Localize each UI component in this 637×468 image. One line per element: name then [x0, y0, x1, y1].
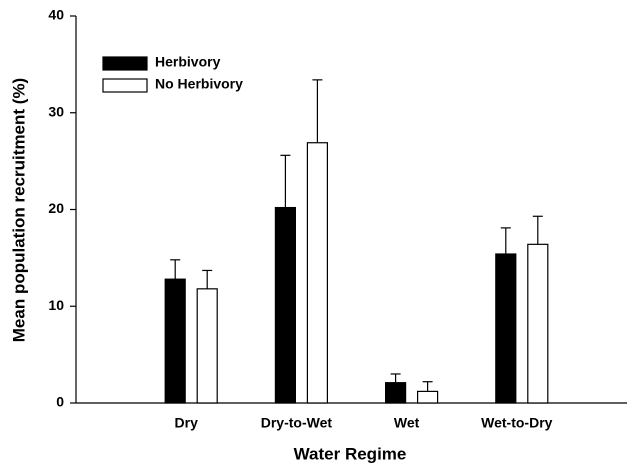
legend-label: Herbivory — [155, 54, 221, 70]
bar — [274, 206, 296, 404]
x-tick-label: Wet-to-Dry — [481, 415, 553, 431]
legend-swatch — [102, 56, 148, 71]
bar — [385, 382, 407, 404]
bar — [495, 253, 517, 404]
legend-label: No Herbivory — [155, 76, 243, 92]
bar — [164, 278, 186, 404]
bar — [196, 288, 218, 404]
y-tick-label: 10 — [48, 297, 64, 313]
y-tick-label: 0 — [56, 394, 64, 410]
bar — [417, 390, 439, 404]
y-axis-title: Mean population recruitment (%) — [9, 78, 28, 342]
bar — [306, 142, 328, 404]
bar — [527, 243, 549, 404]
x-tick-label: Wet — [394, 415, 420, 431]
y-tick-label: 40 — [48, 7, 64, 23]
legend-swatch — [102, 78, 148, 93]
y-tick-label: 30 — [48, 103, 64, 119]
x-tick-label: Dry — [175, 415, 199, 431]
x-tick-label: Dry-to-Wet — [261, 415, 333, 431]
y-tick-label: 20 — [48, 200, 64, 216]
x-axis-title: Water Regime — [294, 444, 407, 463]
